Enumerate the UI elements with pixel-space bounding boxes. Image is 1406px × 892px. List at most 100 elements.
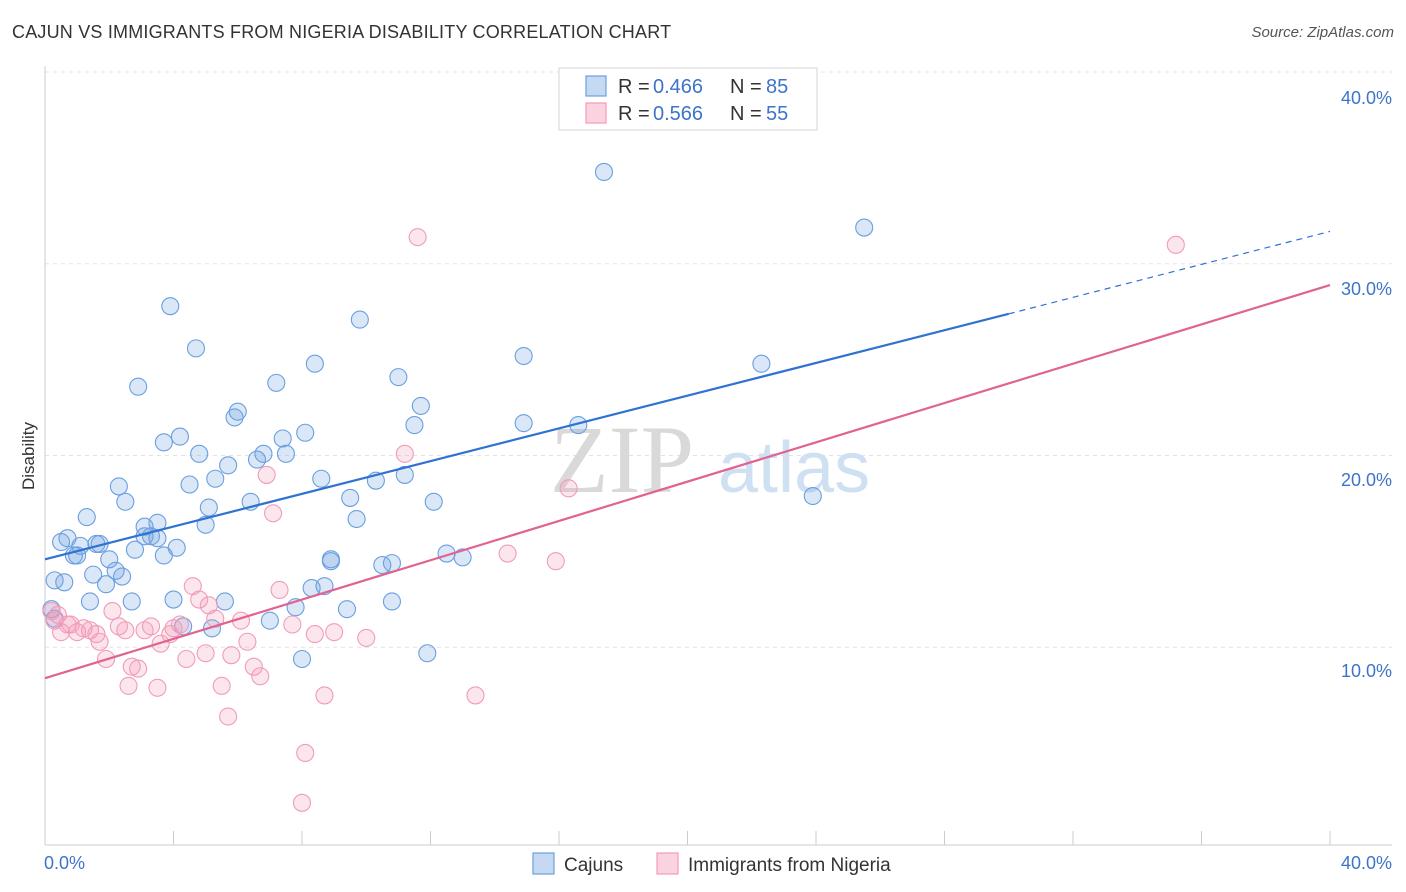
cajuns-point-39 (199, 498, 218, 517)
cajuns-point-4 (55, 573, 74, 592)
cajuns-point-77 (453, 548, 472, 567)
legend-n-value-nigeria: 55 (766, 103, 788, 125)
nigeria-point-44 (305, 625, 324, 644)
cajuns-point-52 (276, 444, 295, 463)
nigeria-point-27 (190, 590, 209, 609)
nigeria-point-47 (357, 628, 376, 647)
cajuns-point-41 (206, 469, 225, 488)
legend-n-label-cajuns: N = (730, 76, 762, 98)
cajuns-point-40 (203, 619, 222, 638)
cajuns-point-44 (225, 408, 244, 427)
grid-lines (45, 71, 1392, 648)
nigeria-point-38 (257, 465, 276, 484)
nigeria-point-50 (466, 686, 485, 705)
nigeria-point-12 (103, 602, 122, 621)
cajuns-point-33 (170, 427, 189, 446)
nigeria-point-41 (283, 615, 302, 634)
cajuns-point-45 (228, 402, 247, 421)
cajuns-point-36 (186, 339, 206, 358)
nigeria-point-16 (122, 657, 141, 676)
trend-lines (44, 230, 1331, 680)
cajuns-point-9 (77, 508, 96, 527)
cajuns-point-62 (337, 600, 357, 619)
cajuns-point-21 (125, 540, 144, 559)
cajuns-point-74 (418, 644, 437, 663)
nigeria-point-31 (212, 676, 231, 695)
cajuns-point-82 (752, 354, 771, 373)
cajuns-point-19 (116, 492, 135, 511)
cajuns-point-11 (84, 565, 103, 584)
nigeria-point-17 (129, 659, 148, 678)
cajuns-point-28 (154, 433, 173, 452)
stats-legend: R = 0.466 N = 85 R = 0.566 N = 55 (558, 67, 818, 131)
nigeria-point-42 (292, 793, 312, 812)
chart-title: CAJUN VS IMMIGRANTS FROM NIGERIA DISABIL… (12, 22, 672, 42)
y-tick-label-10: 10.0% (1341, 661, 1392, 681)
cajuns-trend-extension (1008, 230, 1331, 315)
cajuns-point-84 (855, 218, 874, 237)
nigeria-trend-line (44, 284, 1331, 680)
cajuns-point-51 (273, 429, 292, 448)
nigeria-point-36 (244, 657, 263, 676)
nigeria-point-39 (264, 504, 283, 523)
cajuns-trend-line (44, 312, 1010, 561)
nigeria-point-19 (141, 617, 161, 636)
watermark-atlas: atlas (718, 428, 870, 508)
nigeria-point-2 (48, 605, 67, 624)
cajuns-point-30 (161, 297, 180, 316)
legend-n-label-nigeria: N = (730, 103, 762, 125)
y-tick-label-40: 40.0% (1341, 88, 1392, 108)
legend-r-label-nigeria: R = (618, 103, 650, 125)
nigeria-point-48 (395, 444, 414, 463)
cajuns-point-37 (190, 444, 209, 463)
nigeria-point-25 (177, 649, 196, 669)
nigeria-point-35 (238, 632, 257, 651)
cajuns-point-42 (215, 592, 234, 611)
cajuns-point-14 (96, 575, 116, 594)
cajuns-point-43 (219, 456, 238, 475)
cajuns-point-48 (254, 444, 273, 463)
cajuns-point-78 (514, 346, 533, 366)
nigeria-point-54 (1166, 235, 1185, 254)
nigeria-point-20 (148, 678, 167, 697)
cajuns-point-63 (341, 488, 360, 507)
nigeria-point-10 (90, 632, 109, 651)
cajuns-point-31 (164, 590, 183, 609)
nigeria-point-40 (270, 580, 289, 600)
legend-r-label-cajuns: R = (618, 76, 650, 98)
cajuns-point-79 (514, 414, 533, 433)
cajuns-point-35 (180, 475, 199, 494)
cajuns-point-17 (109, 477, 128, 496)
nigeria-point-43 (296, 743, 315, 763)
legend-n-value-cajuns: 85 (766, 76, 788, 98)
x-tick-label-min: 0.0% (44, 853, 85, 873)
cajuns-point-58 (312, 469, 331, 488)
nigeria-point-15 (119, 676, 138, 695)
y-tick-label-20: 20.0% (1341, 470, 1392, 490)
cajuns-point-81 (594, 162, 614, 182)
y-axis-label: Disability (19, 421, 38, 490)
nigeria-point-14 (116, 621, 135, 640)
cajuns-point-69 (382, 592, 402, 611)
cajuns-point-22 (129, 377, 148, 396)
cajuns-point-73 (411, 396, 430, 415)
nigeria-point-37 (251, 667, 270, 686)
cajuns-point-10 (80, 592, 100, 611)
y-tick-label-30: 30.0% (1341, 279, 1392, 299)
cajuns-point-15 (100, 550, 119, 569)
nigeria-point-51 (498, 544, 517, 563)
bottom-legend-swatch-cajuns (532, 852, 555, 875)
bottom-legend-swatch-nigeria (656, 852, 679, 875)
nigeria-point-46 (325, 623, 344, 642)
cajuns-point-32 (167, 538, 186, 557)
cajuns-point-61 (321, 550, 340, 569)
cajuns-point-71 (395, 465, 414, 484)
cajuns-point-70 (389, 368, 408, 387)
nigeria-point-45 (315, 686, 334, 705)
nigeria-point-28 (196, 644, 215, 663)
legend-r-value-nigeria: 0.566 (653, 103, 703, 125)
series-legend: Cajuns Immigrants from Nigeria (532, 852, 891, 876)
cajuns-point-56 (305, 354, 324, 373)
bottom-legend-label-cajuns: Cajuns (564, 855, 623, 876)
legend-r-value-cajuns: 0.466 (653, 76, 703, 98)
